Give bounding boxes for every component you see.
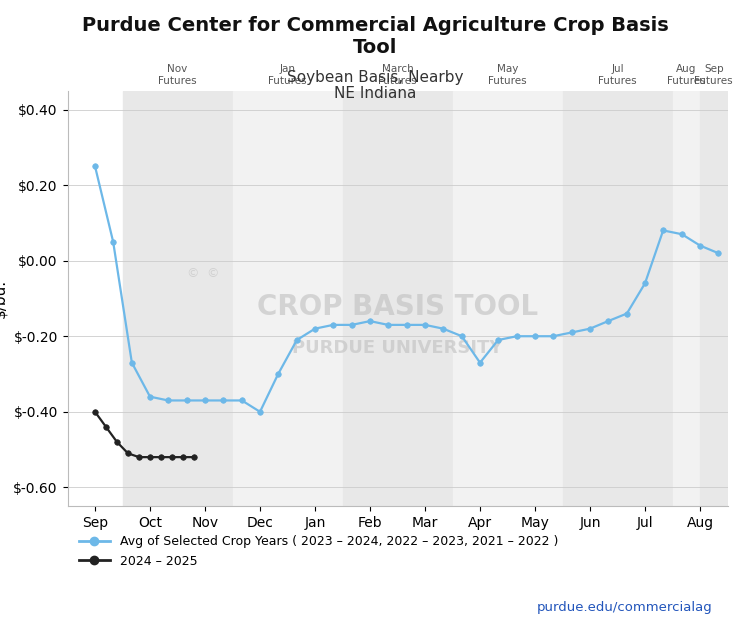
Bar (700, 91, 728, 506)
Text: Jan
Futures: Jan Futures (268, 64, 307, 86)
Text: ©: © (206, 267, 219, 280)
Legend: Avg of Selected Crop Years ( 2023 – 2024, 2022 – 2023, 2021 – 2022 ), 2024 – 202: Avg of Selected Crop Years ( 2023 – 2024… (74, 531, 563, 572)
Text: Aug
Futures: Aug Futures (667, 64, 706, 86)
Text: Jul
Futures: Jul Futures (598, 64, 637, 86)
Bar (452, 91, 562, 506)
Bar (232, 91, 343, 506)
Text: NE Indiana: NE Indiana (334, 86, 416, 101)
Text: PURDUE UNIVERSITY: PURDUE UNIVERSITY (292, 339, 502, 357)
Text: Nov
Futures: Nov Futures (158, 64, 196, 86)
Y-axis label: $/bu.: $/bu. (0, 279, 8, 318)
Text: purdue.edu/commercialag: purdue.edu/commercialag (537, 601, 712, 614)
Text: May
Futures: May Futures (488, 64, 526, 86)
Text: Sep
Futures: Sep Futures (694, 64, 733, 86)
Bar (673, 91, 700, 506)
Text: March
Futures: March Futures (378, 64, 417, 86)
Text: ©: © (187, 267, 200, 280)
Text: Soybean Basis, Nearby: Soybean Basis, Nearby (286, 70, 464, 85)
Text: Purdue Center for Commercial Agriculture Crop Basis
Tool: Purdue Center for Commercial Agriculture… (82, 16, 668, 57)
Text: CROP BASIS TOOL: CROP BASIS TOOL (257, 292, 538, 321)
Bar (122, 91, 232, 506)
Bar (562, 91, 673, 506)
Bar (343, 91, 452, 506)
